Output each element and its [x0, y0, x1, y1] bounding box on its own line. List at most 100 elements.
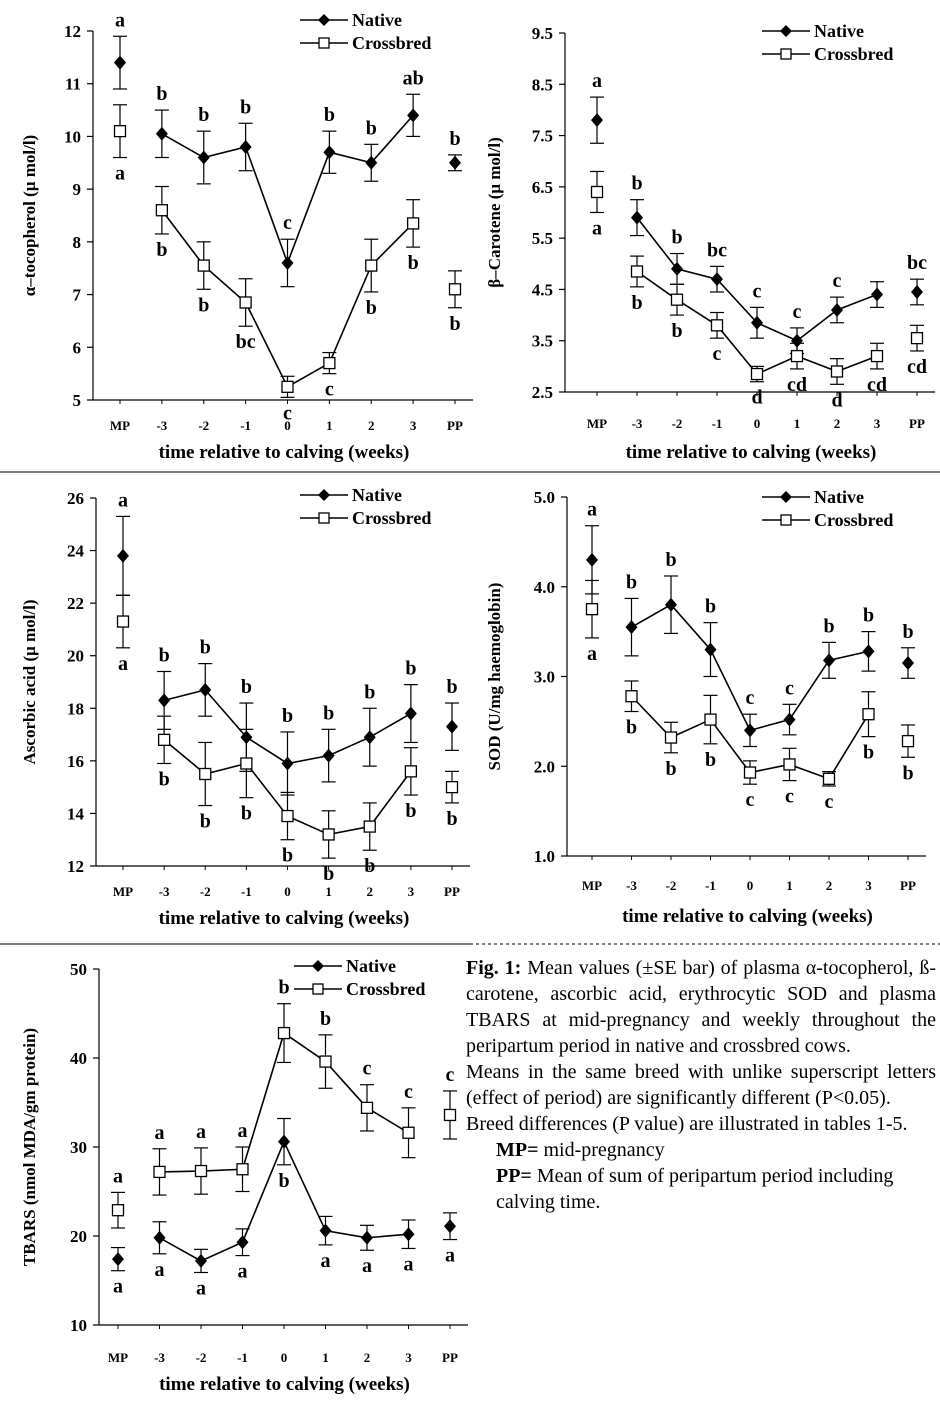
point-crossbred: [404, 765, 418, 778]
chart-4: 1.0 2.0 3.0 4.0 5.0 MP -3 -2 -1 0 1 2 3 PP time relati…: [485, 487, 926, 927]
significance-letter: a: [445, 1245, 455, 1267]
x-tick-label: 0: [281, 1350, 288, 1365]
significance-letter: c: [283, 212, 292, 234]
significance-letter: b: [449, 313, 460, 335]
point-crossbred: [319, 1055, 332, 1068]
y-tick-label: 6.5: [532, 178, 553, 197]
significance-letter: a: [362, 1255, 372, 1277]
point-native: [155, 126, 168, 141]
x-tick-label: -1: [705, 878, 716, 893]
point-crossbred: [402, 1126, 415, 1139]
point-native: [323, 145, 336, 160]
significance-letter: a: [118, 653, 128, 675]
y-tick-label: 7.5: [532, 127, 553, 146]
significance-letter: b: [446, 808, 457, 830]
significance-letter: b: [282, 705, 293, 727]
significance-letter: d: [751, 387, 762, 409]
significance-letter: a: [238, 1261, 248, 1283]
x-axis-title: time relative to calving (weeks): [159, 442, 410, 463]
significance-letter: b: [364, 681, 375, 703]
legend-label: Crossbred: [352, 508, 431, 528]
significance-letter: a: [587, 499, 597, 521]
x-tick-label: 2: [367, 884, 374, 899]
x-tick-label: -2: [196, 1350, 207, 1365]
x-tick-label: -3: [626, 878, 637, 893]
caption-mp-definition: MP= mid-pregnancy: [466, 1137, 936, 1163]
legend-label: Crossbred: [346, 979, 425, 999]
point-crossbred: [704, 713, 717, 726]
significance-letter: c: [404, 1081, 413, 1103]
x-tick-label: MP: [113, 884, 133, 899]
y-tick-label: 26: [67, 489, 84, 508]
point-native: [871, 287, 883, 302]
point-crossbred: [236, 1163, 249, 1176]
y-axis-title: α–tocopherol (μ mol/l): [20, 135, 39, 296]
significance-letter: b: [671, 320, 682, 342]
point-native: [361, 1230, 373, 1245]
point-native: [199, 682, 212, 697]
significance-letter: b: [665, 549, 676, 571]
legend-label: Crossbred: [352, 33, 431, 53]
significance-letter: b: [241, 676, 252, 698]
significance-letter: b: [626, 571, 637, 593]
y-tick-label: 3.0: [534, 668, 555, 687]
point-crossbred: [750, 367, 764, 381]
significance-letter: c: [746, 789, 755, 811]
point-crossbred: [111, 1204, 125, 1217]
legend-marker-native: [318, 489, 330, 501]
y-tick-label: 11: [65, 75, 81, 94]
point-native: [862, 644, 875, 659]
x-tick-label: -1: [241, 884, 252, 899]
y-tick-label: 8.5: [532, 75, 553, 94]
x-tick-label: -1: [712, 416, 723, 431]
point-crossbred: [910, 331, 924, 345]
point-native: [239, 139, 252, 154]
significance-letter: ab: [403, 67, 424, 89]
point-crossbred: [790, 349, 804, 363]
significance-letter: a: [115, 9, 125, 31]
point-native: [281, 255, 294, 270]
point-crossbred: [664, 731, 678, 744]
point-crossbred: [822, 772, 836, 785]
x-tick-label: 2: [368, 418, 375, 433]
point-crossbred: [277, 1026, 291, 1040]
legend-marker-crossbred: [318, 37, 330, 49]
significance-letter: b: [159, 768, 170, 790]
legend-label: Crossbred: [814, 44, 893, 64]
x-tick-label: 3: [405, 1350, 412, 1365]
x-tick-label: 2: [826, 878, 833, 893]
point-crossbred: [240, 757, 253, 770]
point-native: [117, 548, 129, 563]
point-crossbred: [322, 828, 335, 841]
point-native: [407, 108, 420, 123]
y-tick-label: 40: [70, 1049, 87, 1068]
point-crossbred: [830, 365, 844, 378]
significance-letter: c: [283, 402, 292, 424]
y-tick-label: 1.0: [534, 847, 555, 866]
point-crossbred: [862, 708, 875, 721]
legend-label: Crossbred: [814, 510, 893, 530]
chart-2: 2.5 3.5 4.5 5.5 6.5 7.5 8.5 9.5 MP -3 -2 -1 0 1 2 3 PP ti…: [485, 21, 935, 463]
x-tick-label: -3: [154, 1350, 165, 1365]
point-native: [586, 552, 598, 567]
legend-marker-crossbred: [312, 983, 324, 995]
significance-letter: c: [833, 270, 842, 292]
significance-letter: b: [323, 863, 334, 885]
x-tick-label: -2: [200, 884, 211, 899]
significance-letter: a: [587, 643, 597, 665]
point-native: [711, 272, 723, 287]
significance-letter: b: [241, 803, 252, 825]
significance-letter: a: [404, 1253, 414, 1275]
significance-letter: c: [753, 280, 762, 302]
legend-marker-crossbred: [780, 48, 792, 60]
significance-letter: a: [321, 1250, 331, 1272]
caption-pp-definition: PP= Mean of sum of peripartum period inc…: [466, 1163, 936, 1215]
significance-letter: b: [156, 83, 167, 105]
y-tick-label: 14: [67, 804, 85, 823]
x-tick-label: PP: [447, 418, 463, 433]
significance-letter: c: [746, 687, 755, 709]
significance-letter: c: [325, 379, 334, 401]
point-native: [365, 155, 378, 170]
